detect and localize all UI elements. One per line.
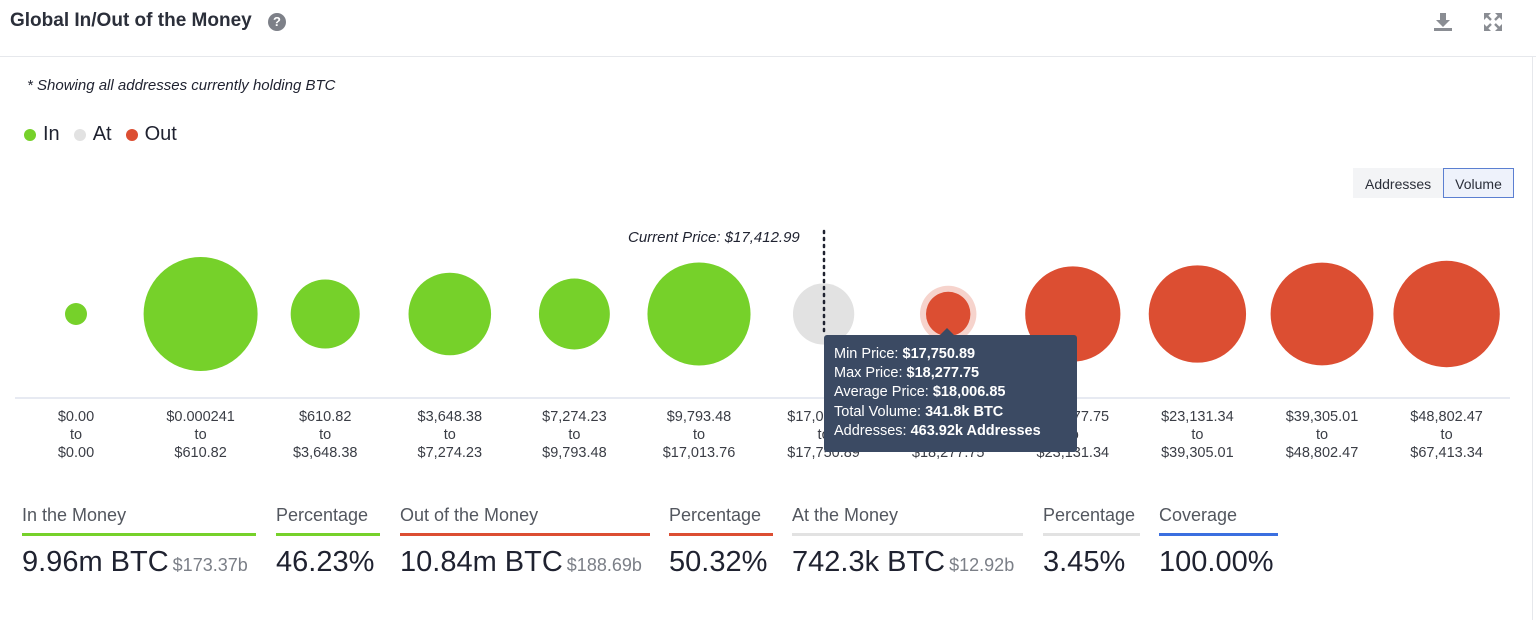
- x-tick-label: $39,305.01: [1161, 445, 1234, 461]
- stat-usd: $188.69b: [566, 555, 642, 575]
- stat-label: Percentage: [669, 505, 762, 525]
- x-tick-label: to: [444, 427, 456, 443]
- stat-label: Percentage: [1043, 505, 1136, 525]
- stat-out-of-the-money: Out of the Money 10.84m BTC $188.69b: [400, 505, 650, 579]
- bubble-out-9[interactable]: [1148, 265, 1247, 363]
- stat-value: 742.3k BTC $12.92b: [792, 546, 1015, 578]
- stat-coverage: Coverage 100.00%: [1159, 505, 1278, 579]
- x-tick-label: $3,648.38: [293, 445, 358, 461]
- bubble-out-7[interactable]: [925, 291, 971, 337]
- bubble-in-1[interactable]: [143, 257, 258, 371]
- current-price-label: Current Price: $17,412.99: [628, 229, 800, 246]
- x-tick-label: $610.82: [299, 409, 351, 425]
- legend-item-at[interactable]: At: [73, 123, 112, 146]
- fullscreen-icon[interactable]: [1482, 11, 1504, 33]
- stat-at-the-money: At the Money 742.3k BTC $12.92b: [792, 505, 1023, 579]
- bubble-out-11[interactable]: [1393, 260, 1500, 368]
- metric-toggle: Addresses Volume: [1353, 168, 1514, 198]
- stat-bar: [792, 533, 1023, 536]
- stat-value: 100.00%: [1159, 546, 1274, 578]
- widget-header: Global In/Out of the Money ?: [0, 0, 1536, 57]
- legend-label-at: At: [92, 123, 112, 145]
- x-tick-label: $0.00: [58, 409, 94, 425]
- legend-dot-out: [125, 128, 138, 141]
- stat-usd: $12.92b: [949, 555, 1015, 575]
- legend-item-in[interactable]: In: [24, 123, 60, 146]
- stat-usd: $173.37b: [172, 555, 248, 575]
- stat-bar: [1159, 533, 1278, 536]
- panel-border: [1532, 56, 1533, 620]
- x-tick-label: $0.000241: [166, 409, 235, 425]
- x-tick-label: $17,013.76: [663, 445, 736, 461]
- legend-label-out: Out: [144, 123, 177, 145]
- x-tick-label: $48,802.47: [1410, 409, 1483, 425]
- stat-value: 50.32%: [669, 546, 768, 578]
- tooltip-max-price: Max Price: $18,277.75: [834, 365, 980, 382]
- bubble-in-0[interactable]: [65, 303, 87, 325]
- widget-title: Global In/Out of the Money: [10, 10, 252, 31]
- x-tick-label: $610.82: [174, 445, 226, 461]
- stat-bar: [669, 533, 773, 536]
- x-tick-label: to: [1191, 427, 1203, 443]
- stat-value: 9.96m BTC $173.37b: [22, 546, 248, 578]
- stat-bar: [400, 533, 650, 536]
- x-tick-label: $9,793.48: [542, 445, 607, 461]
- x-tick-label: $9,793.48: [667, 409, 732, 425]
- help-icon[interactable]: ?: [268, 13, 286, 31]
- legend-dot-in: [24, 128, 36, 141]
- x-tick-label: $7,274.23: [418, 445, 483, 461]
- stat-label: At the Money: [792, 505, 899, 525]
- stat-in-percentage: Percentage 46.23%: [276, 505, 380, 579]
- stat-at-percentage: Percentage 3.45%: [1043, 505, 1140, 579]
- tooltip-avg-price: Average Price: $18,006.85: [834, 384, 1006, 401]
- bubble-out-10[interactable]: [1270, 262, 1374, 366]
- x-tick-label: to: [1316, 427, 1328, 443]
- tooltip-min-price: Min Price: $17,750.89: [834, 346, 976, 362]
- x-tick-label: $67,413.34: [1410, 445, 1483, 461]
- x-tick-label: to: [568, 427, 580, 443]
- bubble-tooltip: Min Price: $17,750.89 Max Price: $18,277…: [824, 328, 1077, 452]
- x-tick-label: to: [70, 427, 82, 443]
- tooltip-addresses: Addresses: 463.92k Addresses: [834, 422, 1041, 439]
- x-tick-label: to: [693, 427, 705, 443]
- x-tick-label: $0.00: [58, 445, 94, 461]
- stat-value: 10.84m BTC $188.69b: [400, 546, 642, 578]
- stat-label: Out of the Money: [400, 505, 539, 525]
- bubble-in-2[interactable]: [290, 279, 360, 349]
- bubble-in-3[interactable]: [408, 272, 492, 356]
- addresses-button[interactable]: Addresses: [1353, 168, 1444, 198]
- tooltip-total-volume: Total Volume: 341.8k BTC: [834, 403, 1004, 420]
- stat-value: 3.45%: [1043, 546, 1126, 578]
- stat-value: 46.23%: [276, 546, 375, 578]
- download-icon[interactable]: [1432, 11, 1454, 33]
- x-tick-label: to: [319, 427, 331, 443]
- stat-label: Coverage: [1159, 505, 1238, 525]
- legend-label-in: In: [43, 123, 60, 145]
- stat-bar: [22, 533, 256, 536]
- x-tick-label: $23,131.34: [1161, 409, 1234, 425]
- bubble-in-5[interactable]: [647, 262, 751, 366]
- x-tick-label: $7,274.23: [542, 409, 607, 425]
- x-tick-label: $39,305.01: [1286, 409, 1359, 425]
- x-tick-label: to: [1441, 427, 1453, 443]
- bubble-in-4[interactable]: [538, 278, 610, 350]
- x-tick-label: to: [195, 427, 207, 443]
- stat-out-percentage: Percentage 50.32%: [669, 505, 773, 579]
- legend-dot-at: [73, 128, 86, 141]
- chart-legend: In At Out: [24, 123, 191, 146]
- stat-in-the-money: In the Money 9.96m BTC $173.37b: [22, 505, 256, 579]
- x-tick-label: $3,648.38: [418, 409, 483, 425]
- stat-label: Percentage: [276, 505, 369, 525]
- volume-button[interactable]: Volume: [1443, 168, 1514, 198]
- stat-bar: [276, 533, 380, 536]
- x-tick-label: $48,802.47: [1286, 445, 1359, 461]
- legend-item-out[interactable]: Out: [125, 123, 177, 146]
- stat-bar: [1043, 533, 1140, 536]
- stat-label: In the Money: [22, 505, 127, 525]
- chart-subtitle: * Showing all addresses currently holdin…: [27, 77, 336, 94]
